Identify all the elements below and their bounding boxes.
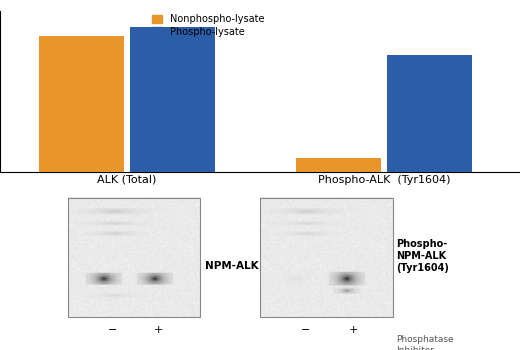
Legend: Nonphospho-lysate, Phospho-lysate: Nonphospho-lysate, Phospho-lysate bbox=[150, 12, 266, 38]
Text: Phospho-
NPM-ALK
(Tyr1604): Phospho- NPM-ALK (Tyr1604) bbox=[396, 239, 449, 273]
Bar bbox=[130, 27, 215, 172]
Text: −: − bbox=[301, 326, 310, 335]
Bar bbox=[260, 198, 393, 317]
Text: Phosphatase
Inhibitor: Phosphatase Inhibitor bbox=[396, 335, 454, 350]
Bar bbox=[387, 55, 472, 172]
Bar bbox=[40, 36, 124, 172]
Text: +: + bbox=[349, 326, 358, 335]
Text: −: − bbox=[108, 326, 118, 335]
Text: NPM-ALK: NPM-ALK bbox=[205, 261, 259, 271]
Bar bbox=[296, 158, 381, 172]
Text: +: + bbox=[154, 326, 163, 335]
Bar bbox=[68, 198, 200, 317]
